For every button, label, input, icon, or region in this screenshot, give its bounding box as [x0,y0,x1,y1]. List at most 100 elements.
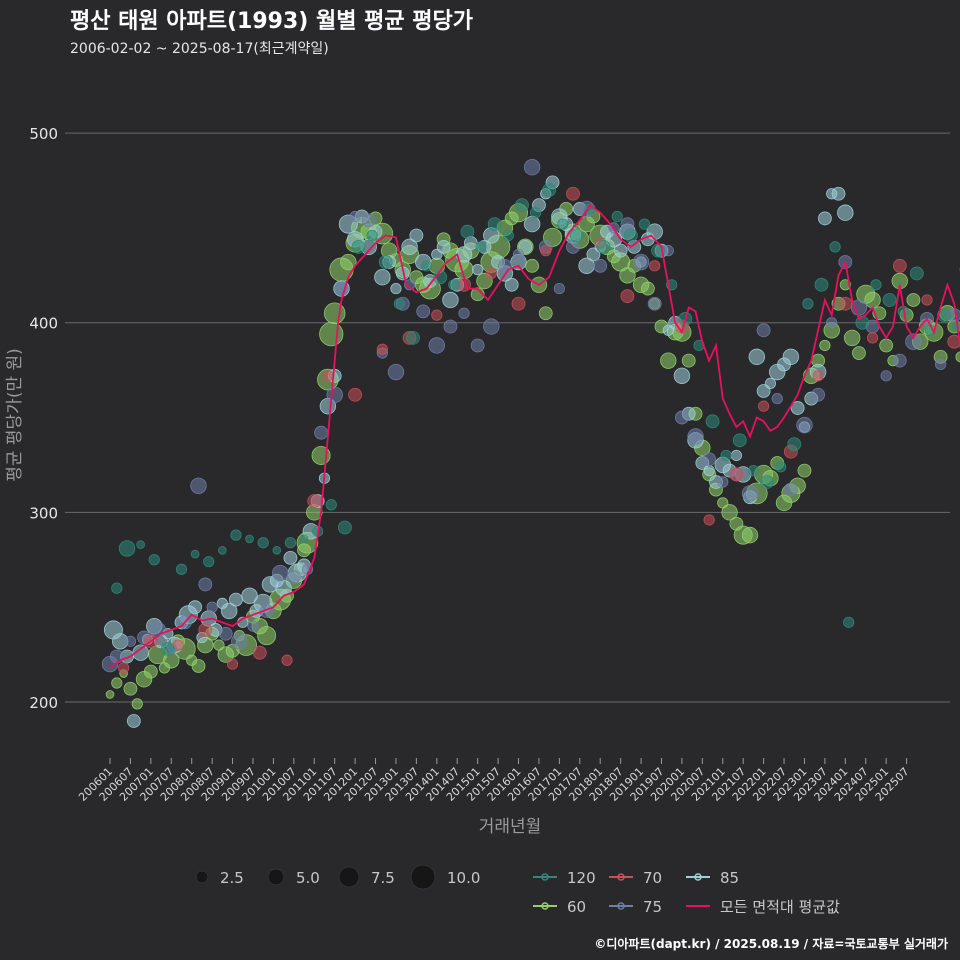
point-75 [206,601,218,613]
point-75 [124,635,137,647]
point-60 [955,351,960,363]
legend-label-1: 70 [643,869,662,887]
size-legend-swatch [195,870,209,884]
point-75 [905,333,922,350]
point-75 [286,569,301,584]
point-120 [460,224,475,239]
point-85 [790,401,805,415]
point-120 [909,266,924,281]
point-75 [247,620,259,632]
point-60 [131,698,143,710]
point-120 [760,475,774,489]
point-85 [220,602,238,620]
point-70 [947,334,960,349]
point-70 [322,370,334,382]
point-75 [826,317,838,329]
point-120 [325,499,337,511]
point-75 [387,363,405,381]
point-70 [511,296,526,311]
legend-dot-3 [541,902,549,910]
point-75 [796,416,813,434]
point-120 [284,537,297,549]
point-75 [231,633,248,650]
point-75 [892,353,907,368]
point-75 [512,248,525,261]
point-85 [436,239,451,254]
point-85 [703,465,715,477]
point-75 [458,307,470,319]
point-70 [540,245,552,257]
legend-label-3: 60 [567,898,586,916]
point-75 [198,577,213,592]
point-120 [136,540,145,549]
legend-dot-2 [694,873,702,881]
point-85 [126,714,141,728]
point-60 [819,339,831,352]
point-60 [143,664,158,679]
y-tick-label-300: 300 [29,504,58,522]
point-120 [111,582,123,594]
point-70 [620,289,635,304]
point-60 [906,293,921,307]
point-120 [448,279,460,291]
y-axis-ticks: 200 300 400 500 [29,125,58,712]
point-75 [428,337,446,354]
point-85 [764,377,777,390]
point-120 [337,520,352,535]
point-85 [831,186,846,201]
point-75 [632,253,650,271]
point-120 [747,465,760,477]
point-120 [638,218,651,230]
point-120 [569,228,584,243]
point-60 [721,504,738,521]
point-60 [111,677,123,689]
point-120 [245,534,254,544]
point-75 [811,387,825,402]
point-120 [720,449,732,462]
point-75 [497,258,512,273]
legend-label-4: 75 [643,898,662,916]
point-75 [349,210,361,223]
point-70 [566,186,580,201]
y-axis-label: 평균 평당가(만 원) [5,348,25,482]
point-120 [118,540,136,557]
point-70 [198,623,213,637]
size-legend-label: 2.5 [220,869,244,887]
point-75 [403,279,416,291]
point-120 [475,241,487,253]
point-120 [829,241,841,253]
point-75 [314,425,328,440]
point-60 [319,321,344,347]
point-120 [406,330,420,345]
point-120 [393,298,405,310]
point-70 [812,370,824,382]
point-60 [660,352,677,369]
chart-title: 평산 태원 아파트(1993) 월별 평균 평당가 [70,9,473,34]
point-75 [717,476,729,488]
point-120 [351,239,366,254]
point-75 [272,564,289,582]
point-75 [593,258,608,273]
point-75 [687,428,704,445]
point-120 [190,549,200,559]
point-85 [756,384,771,398]
point-85 [283,550,298,565]
point-120 [732,433,747,448]
point-75 [416,304,431,319]
legend-label-5: 모든 면적대 평균값 [720,898,840,916]
point-60 [681,353,696,368]
point-60 [538,306,553,321]
y-tick-label-500: 500 [29,125,58,143]
point-120 [487,217,502,232]
point-85 [463,236,478,250]
point-120 [299,534,309,544]
point-120 [515,198,529,213]
point-75 [850,299,868,316]
point-120 [203,556,215,568]
point-120 [870,279,882,291]
point-85 [390,282,402,295]
point-120 [802,298,814,310]
point-85 [730,449,742,462]
point-60 [797,463,812,478]
point-70 [729,467,744,482]
